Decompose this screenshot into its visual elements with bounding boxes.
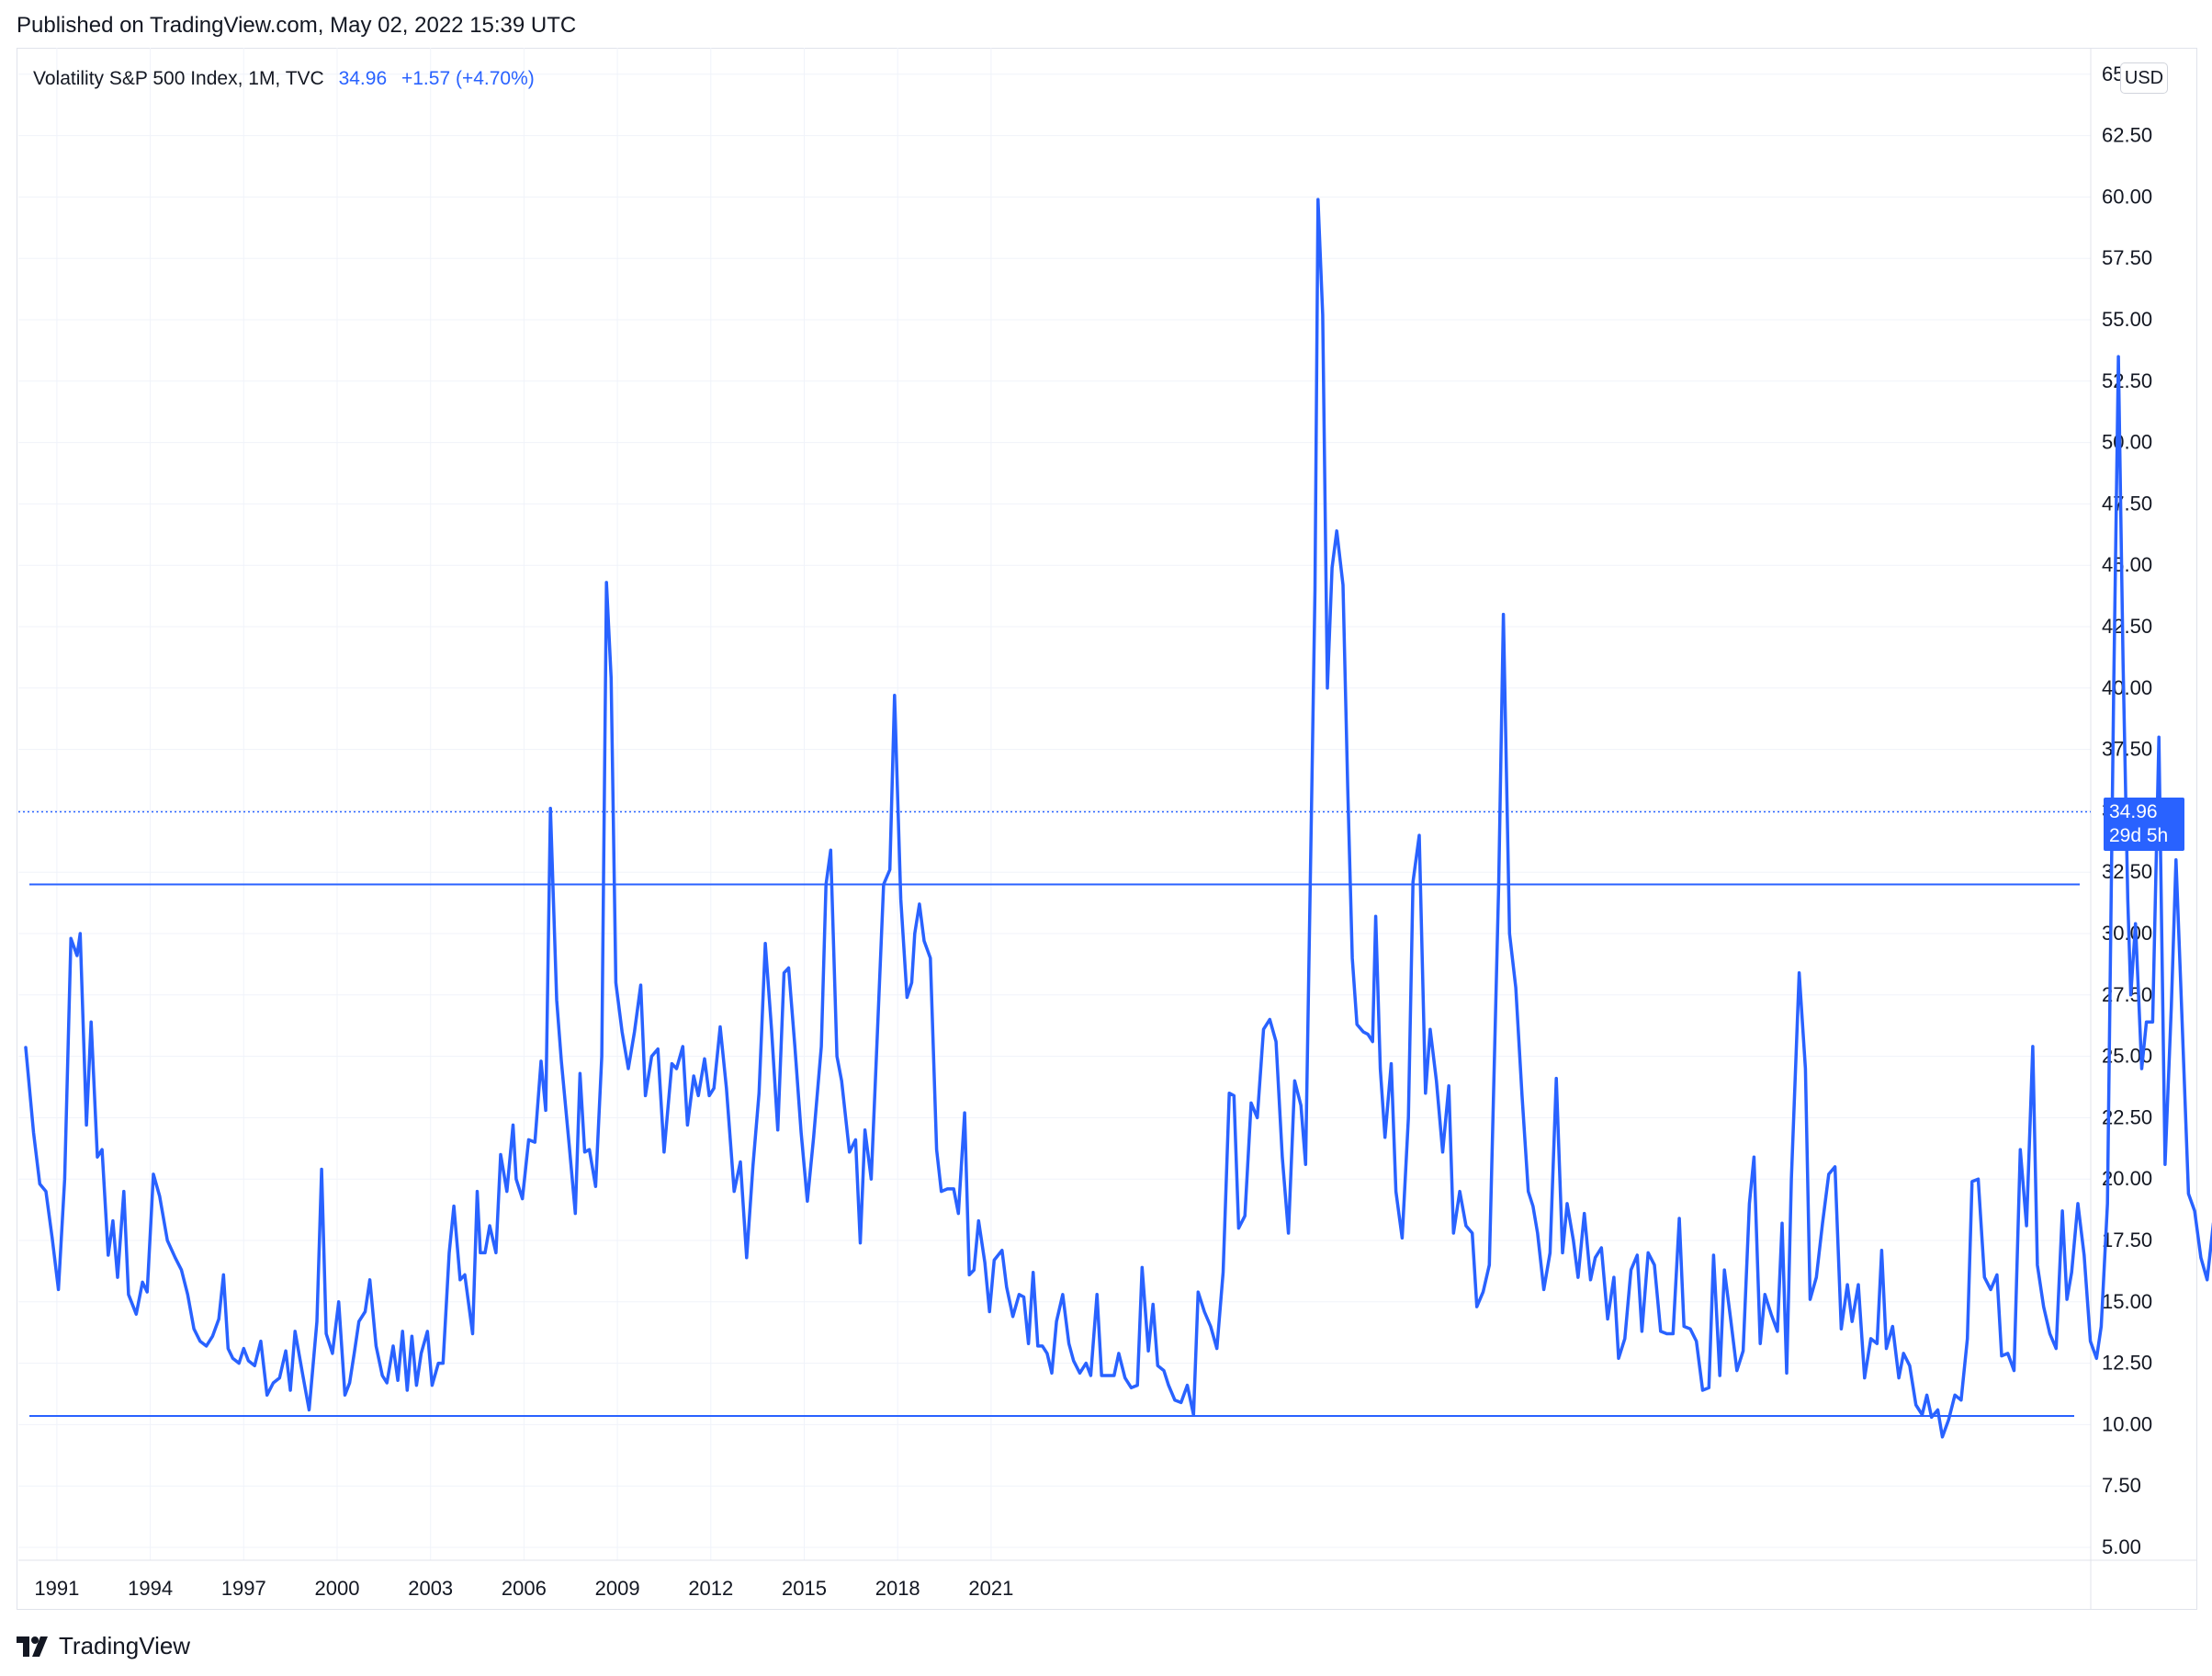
y-tick-label: 52.50 (2102, 369, 2152, 392)
x-tick-label: 1997 (221, 1577, 266, 1600)
change-value: +1.57 (+4.70%) (401, 68, 535, 89)
y-tick-label: 10.00 (2102, 1412, 2152, 1435)
y-tick-label: 55.00 (2102, 308, 2152, 331)
y-tick-label: 7.50 (2102, 1474, 2141, 1497)
tradingview-brand[interactable]: TradingView (17, 1632, 190, 1660)
y-tick-label: 50.00 (2102, 431, 2152, 454)
y-tick-label: 40.00 (2102, 676, 2152, 699)
brand-label: TradingView (59, 1632, 191, 1659)
last-price-tag: 34.96 29d 5h (2104, 798, 2184, 851)
symbol-legend: Volatility S&P 500 Index, 1M, TVC 34.96 … (33, 68, 535, 90)
tradingview-logo-icon (17, 1636, 48, 1657)
x-tick-label: 2000 (315, 1577, 360, 1600)
bar-countdown: 29d 5h (2109, 825, 2169, 846)
symbol-name[interactable]: Volatility S&P 500 Index, 1M, TVC (33, 68, 324, 89)
last-price-value: 34.96 (2109, 801, 2158, 822)
x-tick-label: 2021 (968, 1577, 1013, 1600)
y-tick-label: 47.50 (2102, 492, 2152, 515)
published-caption: Published on TradingView.com, May 02, 20… (17, 13, 577, 38)
y-tick-label: 37.50 (2102, 738, 2152, 761)
vix-series-line[interactable] (24, 198, 2212, 1439)
x-tick-label: 1991 (34, 1577, 79, 1600)
y-tick-label: 20.00 (2102, 1167, 2152, 1190)
last-value: 34.96 (338, 68, 388, 89)
x-tick-label: 2018 (875, 1577, 920, 1600)
y-tick-label: 12.50 (2102, 1352, 2152, 1375)
y-tick-label: 62.50 (2102, 124, 2152, 147)
y-tick-label: 45.00 (2102, 553, 2152, 576)
y-tick-label: 42.50 (2102, 615, 2152, 638)
x-tick-label: 2015 (782, 1577, 827, 1600)
currency-button[interactable]: USD (2120, 62, 2168, 94)
y-tick-label: 17.50 (2102, 1229, 2152, 1251)
x-tick-label: 2009 (595, 1577, 640, 1600)
x-tick-label: 2003 (408, 1577, 453, 1600)
x-tick-label: 2006 (502, 1577, 547, 1600)
chart-frame (17, 48, 2197, 1610)
y-tick-label: 60.00 (2102, 185, 2152, 208)
x-tick-label: 1994 (128, 1577, 173, 1600)
y-tick-label: 57.50 (2102, 246, 2152, 269)
y-tick-label: 15.00 (2102, 1290, 2152, 1313)
x-tick-label: 2012 (688, 1577, 733, 1600)
y-tick-label: 5.00 (2102, 1535, 2141, 1558)
